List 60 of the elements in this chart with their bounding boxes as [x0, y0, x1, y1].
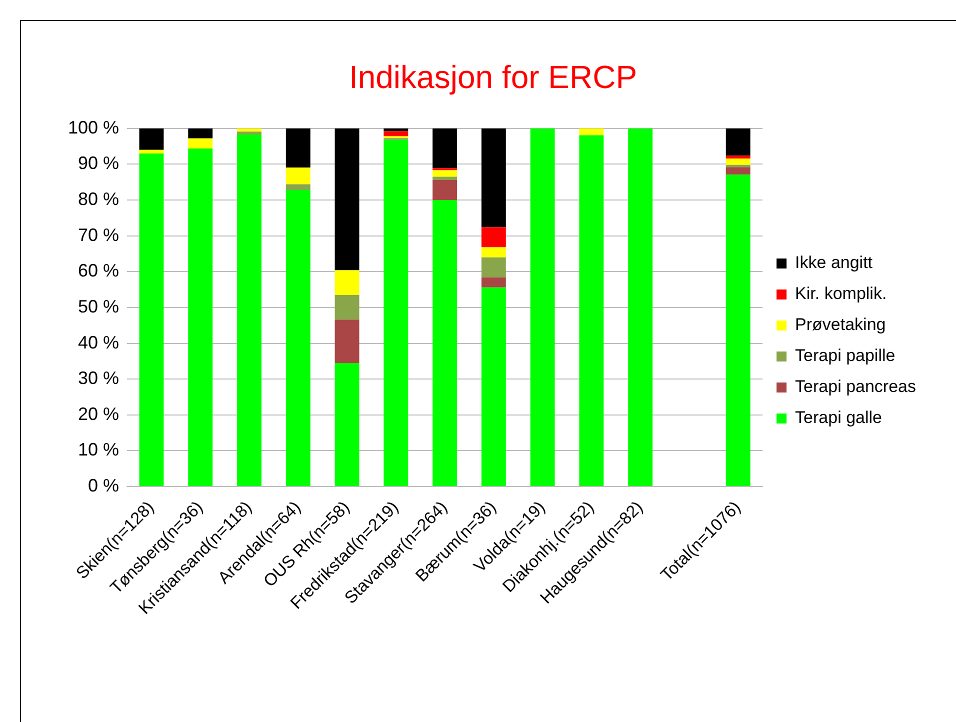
bar: [188, 138, 213, 148]
legend-label: Terapi papille: [795, 346, 896, 366]
y-tick-label: 40 %: [78, 332, 120, 352]
legend-label: Ikke angitt: [795, 253, 873, 272]
bar: [188, 128, 213, 138]
y-tick-label: 50 %: [78, 296, 120, 316]
bar: [481, 247, 506, 258]
y-tick-label: 100 %: [68, 117, 120, 138]
y-tick-label: 20 %: [78, 404, 120, 424]
y-tick-label: 60 %: [78, 260, 120, 281]
bar: [286, 190, 310, 486]
y-tick-label: 90 %: [78, 153, 120, 174]
bar: [384, 128, 408, 132]
bar: [432, 170, 458, 177]
bar: [579, 135, 604, 486]
bar: [286, 167, 310, 184]
bar: [726, 174, 750, 486]
y-tick-label: 80 %: [78, 189, 120, 209]
bar: [334, 294, 360, 320]
bar: [579, 128, 604, 136]
bar: [286, 128, 310, 168]
bar: [726, 164, 750, 168]
bar: [334, 270, 360, 295]
bar: [432, 128, 458, 168]
bar: [432, 200, 458, 486]
bar: [726, 156, 750, 158]
bar: [188, 148, 213, 486]
bar: [530, 128, 555, 486]
bar: [481, 227, 506, 248]
bar: [481, 287, 506, 486]
bar: [334, 320, 360, 363]
legend-label: Prøvetaking: [795, 315, 886, 334]
bar: [726, 128, 750, 156]
bar: [139, 153, 164, 486]
bar: [334, 362, 360, 486]
chart-title: Indikasjon for ERCP: [348, 59, 638, 96]
y-tick-label: 70 %: [78, 224, 120, 245]
bar: [726, 158, 750, 165]
y-tick-label: 0 %: [88, 476, 120, 496]
legend-label: Terapi galle: [795, 408, 882, 428]
bar: [334, 128, 360, 270]
bar: [384, 131, 408, 136]
bar: [237, 134, 262, 486]
bar: [139, 128, 164, 150]
y-tick-label: 10 %: [78, 440, 120, 460]
bar: [628, 128, 653, 486]
bar: [432, 176, 458, 180]
bar: [726, 167, 750, 175]
bar: [481, 128, 506, 228]
y-tick-label: 30 %: [78, 368, 120, 388]
legend-label: Terapi pancreas: [795, 377, 916, 396]
bar: [139, 150, 164, 154]
bar: [481, 277, 506, 288]
bar: [481, 257, 506, 278]
bar: [432, 180, 458, 200]
legend-label: Kir. komplik.: [795, 284, 887, 304]
bar: [286, 184, 310, 190]
bar: [237, 128, 262, 132]
bar: [384, 140, 408, 486]
bar: [237, 132, 262, 134]
